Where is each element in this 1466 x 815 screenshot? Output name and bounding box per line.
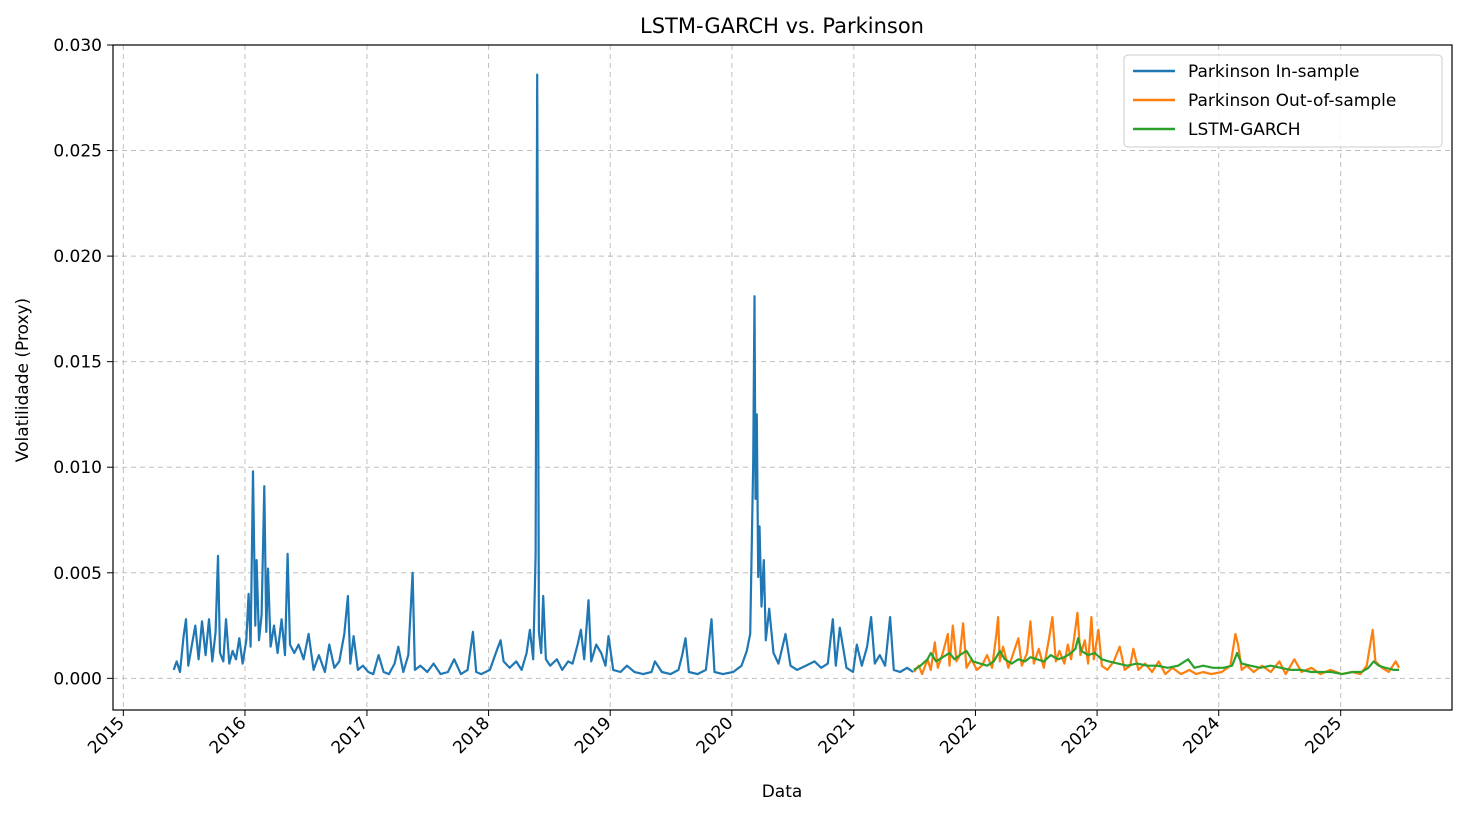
series-line-3 bbox=[913, 637, 1399, 676]
legend-box bbox=[1123, 54, 1443, 148]
legend-label: Parkinson In-sample bbox=[1188, 62, 1359, 82]
y-tick-label: 0.010 bbox=[53, 458, 102, 478]
y-tick-label: 0.025 bbox=[53, 142, 102, 162]
y-tick-label: 0.020 bbox=[53, 247, 102, 267]
y-axis-label: Volatilidade (Proxy) bbox=[13, 298, 33, 462]
legend-label: Parkinson Out-of-sample bbox=[1188, 91, 1396, 111]
series-line-1 bbox=[172, 73, 914, 676]
axes-frame bbox=[112, 44, 1453, 711]
y-tick-label: 0.015 bbox=[53, 353, 102, 373]
legend-label: LSTM-GARCH bbox=[1188, 120, 1301, 140]
y-tick-label: 0.030 bbox=[53, 36, 102, 56]
y-tick-label: 0.000 bbox=[53, 669, 102, 689]
x-axis-label: Data bbox=[762, 782, 803, 802]
legend: Parkinson In-sample Parkinson Out-of-samp… bbox=[1123, 54, 1443, 148]
y-tick-label: 0.005 bbox=[53, 564, 102, 584]
chart-title: LSTM-GARCH vs. Parkinson bbox=[640, 14, 924, 38]
